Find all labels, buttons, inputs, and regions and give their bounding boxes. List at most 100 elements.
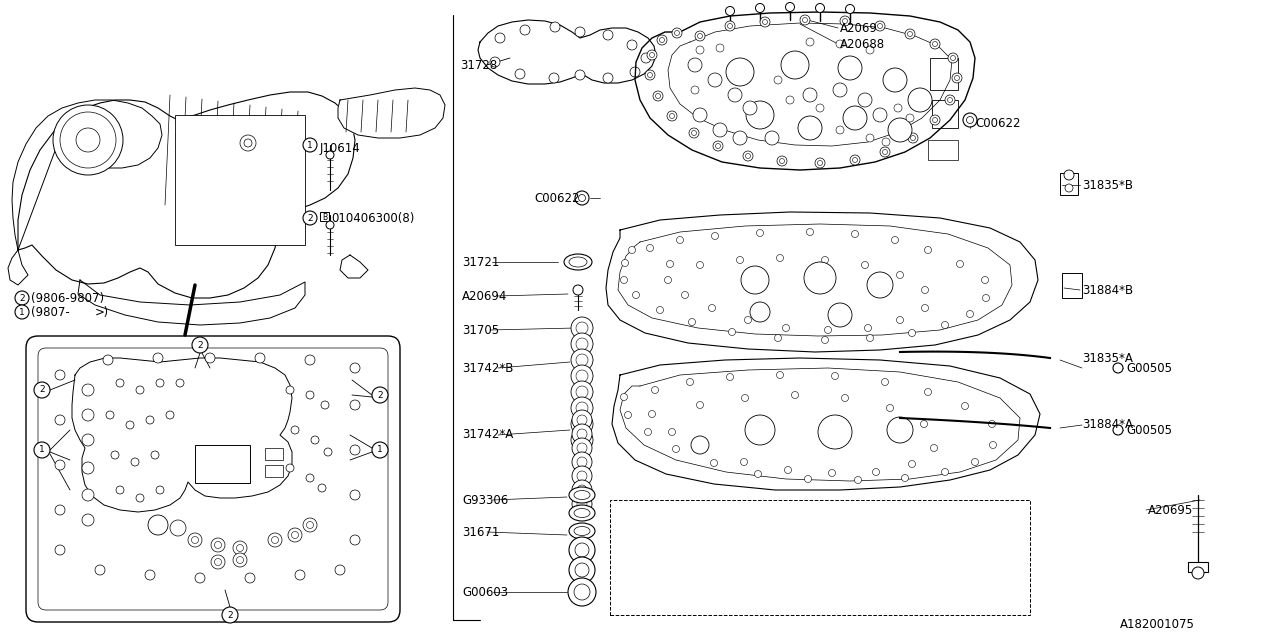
- Circle shape: [815, 3, 824, 13]
- Circle shape: [575, 191, 589, 205]
- Circle shape: [646, 50, 657, 60]
- Text: 010406300(8): 010406300(8): [332, 211, 415, 225]
- Circle shape: [215, 559, 221, 566]
- Circle shape: [571, 349, 593, 371]
- Circle shape: [621, 394, 627, 401]
- Circle shape: [576, 322, 588, 334]
- Circle shape: [571, 413, 593, 435]
- Polygon shape: [18, 92, 355, 298]
- Circle shape: [906, 114, 914, 122]
- Circle shape: [630, 67, 640, 77]
- Circle shape: [952, 73, 963, 83]
- Bar: [175, 115, 305, 245]
- Text: C00622: C00622: [534, 191, 580, 205]
- Circle shape: [736, 257, 744, 264]
- Circle shape: [800, 15, 810, 25]
- Circle shape: [920, 420, 928, 428]
- Circle shape: [575, 563, 589, 577]
- Circle shape: [577, 457, 588, 467]
- Circle shape: [649, 410, 655, 417]
- Circle shape: [883, 68, 908, 92]
- Bar: [265, 448, 283, 460]
- Circle shape: [60, 112, 116, 168]
- Polygon shape: [635, 12, 975, 170]
- Circle shape: [577, 415, 588, 425]
- Circle shape: [577, 471, 588, 481]
- Circle shape: [828, 303, 852, 327]
- Text: >: >: [95, 305, 105, 319]
- Circle shape: [728, 88, 742, 102]
- Circle shape: [824, 326, 832, 333]
- Circle shape: [306, 391, 314, 399]
- Circle shape: [933, 118, 937, 122]
- Circle shape: [268, 533, 282, 547]
- Circle shape: [603, 30, 613, 40]
- Circle shape: [754, 470, 762, 477]
- Circle shape: [696, 262, 704, 269]
- Circle shape: [922, 305, 928, 312]
- Circle shape: [822, 257, 828, 264]
- Circle shape: [908, 88, 932, 112]
- Circle shape: [741, 394, 749, 401]
- Circle shape: [573, 285, 582, 295]
- Circle shape: [306, 522, 314, 529]
- Circle shape: [713, 141, 723, 151]
- Circle shape: [111, 451, 119, 459]
- Polygon shape: [340, 255, 369, 278]
- Circle shape: [628, 246, 635, 253]
- Text: (9807-         ): (9807- ): [31, 305, 108, 319]
- Circle shape: [724, 21, 735, 31]
- Circle shape: [82, 489, 93, 501]
- Circle shape: [982, 276, 988, 284]
- Circle shape: [349, 363, 360, 373]
- Circle shape: [689, 58, 701, 72]
- Circle shape: [188, 533, 202, 547]
- Text: J10614: J10614: [320, 141, 361, 154]
- Circle shape: [570, 557, 595, 583]
- Bar: [1062, 273, 1082, 298]
- Circle shape: [686, 378, 694, 385]
- Circle shape: [742, 101, 756, 115]
- Circle shape: [326, 151, 334, 159]
- Circle shape: [708, 73, 722, 87]
- Circle shape: [888, 118, 913, 142]
- Bar: [195, 445, 250, 483]
- Circle shape: [244, 573, 255, 583]
- Circle shape: [893, 104, 902, 112]
- Circle shape: [76, 128, 100, 152]
- Circle shape: [575, 27, 585, 37]
- Circle shape: [822, 337, 828, 344]
- Circle shape: [211, 538, 225, 552]
- Circle shape: [294, 570, 305, 580]
- Circle shape: [905, 29, 915, 39]
- Ellipse shape: [570, 257, 588, 267]
- Circle shape: [741, 266, 769, 294]
- Circle shape: [942, 468, 948, 476]
- Circle shape: [572, 410, 593, 430]
- Circle shape: [696, 401, 704, 408]
- Circle shape: [867, 46, 874, 54]
- Circle shape: [221, 607, 238, 623]
- Circle shape: [861, 262, 869, 269]
- Circle shape: [896, 317, 904, 323]
- Circle shape: [852, 157, 858, 163]
- Circle shape: [657, 35, 667, 45]
- Circle shape: [833, 83, 847, 97]
- Circle shape: [215, 541, 221, 548]
- Circle shape: [712, 232, 718, 239]
- Circle shape: [1064, 170, 1074, 180]
- Circle shape: [777, 156, 787, 166]
- Circle shape: [966, 116, 974, 124]
- Bar: [928, 140, 957, 160]
- Circle shape: [576, 338, 588, 350]
- Circle shape: [709, 305, 716, 312]
- Text: A20694: A20694: [462, 289, 507, 303]
- Circle shape: [750, 302, 771, 322]
- Circle shape: [956, 260, 964, 268]
- Circle shape: [237, 545, 243, 552]
- Bar: [320, 212, 329, 221]
- Circle shape: [909, 330, 915, 337]
- Text: G93306: G93306: [462, 493, 508, 506]
- Text: C00622: C00622: [975, 116, 1020, 129]
- Circle shape: [55, 415, 65, 425]
